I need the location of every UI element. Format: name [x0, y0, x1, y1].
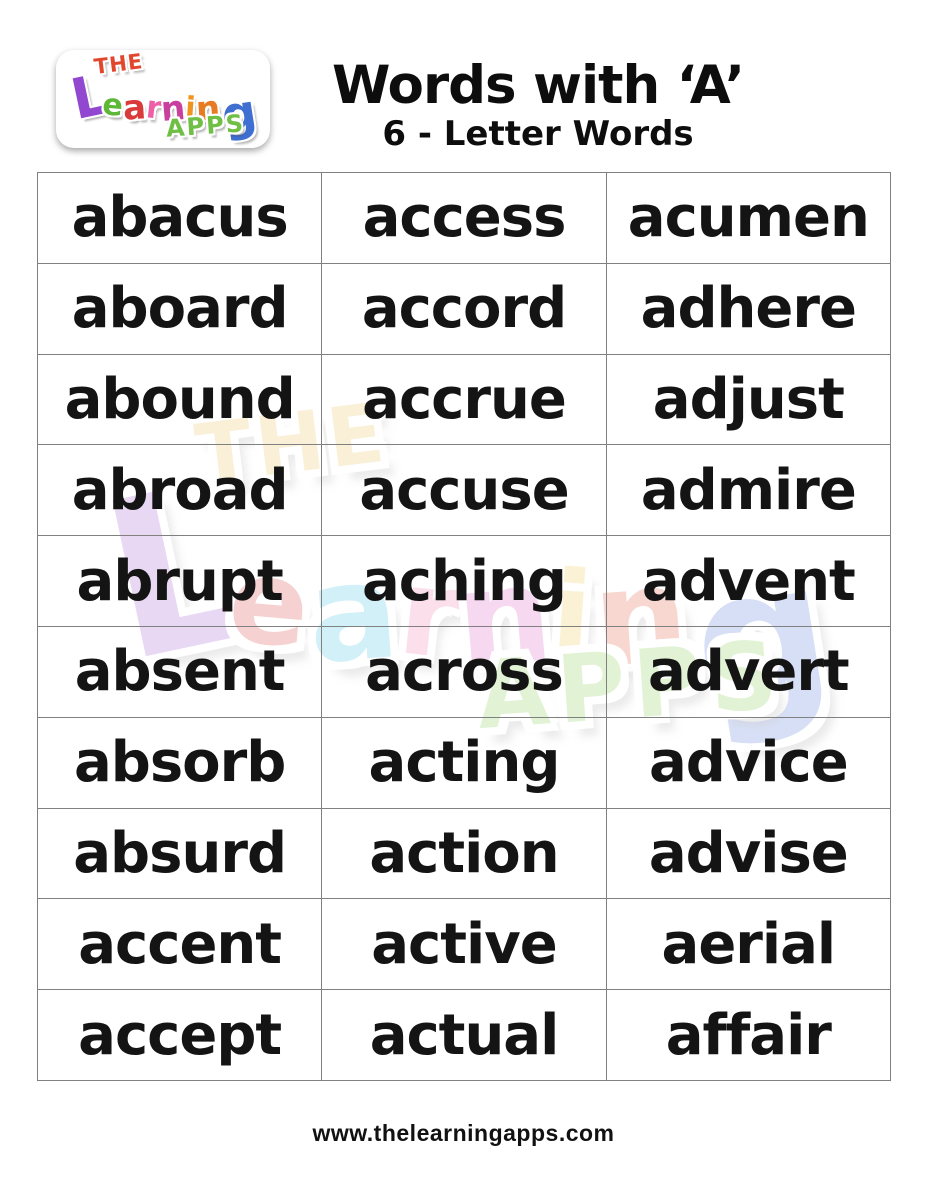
word-grid-body: abacus access acumen aboard accord adher… [36, 172, 892, 1081]
logo-letter: a [121, 87, 148, 129]
table-row: aboard accord adhere [36, 262, 892, 355]
word-cell: absorb [36, 716, 323, 809]
word-cell: accept [36, 989, 323, 1081]
word-cell: absurd [36, 807, 323, 900]
word-cell: acumen [605, 172, 892, 264]
table-row: abacus access acumen [36, 172, 892, 264]
logo-inner: THE L e a r n i n g APPS [56, 49, 270, 148]
word-cell: action [321, 807, 607, 900]
word-cell: across [321, 625, 607, 718]
word-cell: accrue [321, 353, 607, 446]
word-cell: admire [605, 444, 892, 537]
table-row: absent across advert [36, 625, 892, 718]
word-cell: absent [36, 625, 323, 718]
word-cell: abrupt [36, 535, 323, 627]
word-cell: aboard [36, 262, 323, 355]
page-title: Words with ‘A’ [331, 55, 745, 116]
page-subtitle: 6 - Letter Words [382, 114, 694, 155]
table-row: absurd action advise [36, 807, 892, 900]
header-titles: Words with ‘A’ 6 - Letter Words [278, 56, 798, 154]
word-cell: aching [321, 535, 607, 627]
learning-apps-logo: THE L e a r n i n g APPS [56, 49, 270, 148]
word-cell: accord [321, 262, 607, 355]
word-cell: active [321, 898, 607, 991]
word-cell: aerial [605, 898, 892, 991]
word-cell: accent [36, 898, 323, 991]
word-cell: abroad [36, 444, 323, 537]
word-cell: advise [605, 807, 892, 900]
word-grid: abacus access acumen aboard accord adher… [36, 172, 892, 1081]
table-row: abrupt aching advent [36, 535, 892, 627]
word-cell: adhere [605, 262, 892, 355]
word-cell: access [321, 172, 607, 264]
website-url: www.thelearningapps.com [312, 1120, 615, 1146]
table-row: abroad accuse admire [36, 444, 892, 537]
word-cell: accuse [321, 444, 607, 537]
word-cell: adjust [605, 353, 892, 446]
word-cell: advent [605, 535, 892, 627]
table-row: accent active aerial [36, 898, 892, 991]
word-cell: acting [321, 716, 607, 809]
word-cell: advice [605, 716, 892, 809]
word-cell: abound [36, 353, 323, 446]
word-cell: abacus [36, 172, 323, 264]
word-cell: actual [321, 989, 607, 1081]
word-cell: advert [605, 625, 892, 718]
table-row: abound accrue adjust [36, 353, 892, 446]
logo-word-apps: APPS [165, 109, 246, 143]
table-row: absorb acting advice [36, 716, 892, 809]
word-cell: affair [605, 989, 892, 1081]
table-row: accept actual affair [36, 989, 892, 1081]
